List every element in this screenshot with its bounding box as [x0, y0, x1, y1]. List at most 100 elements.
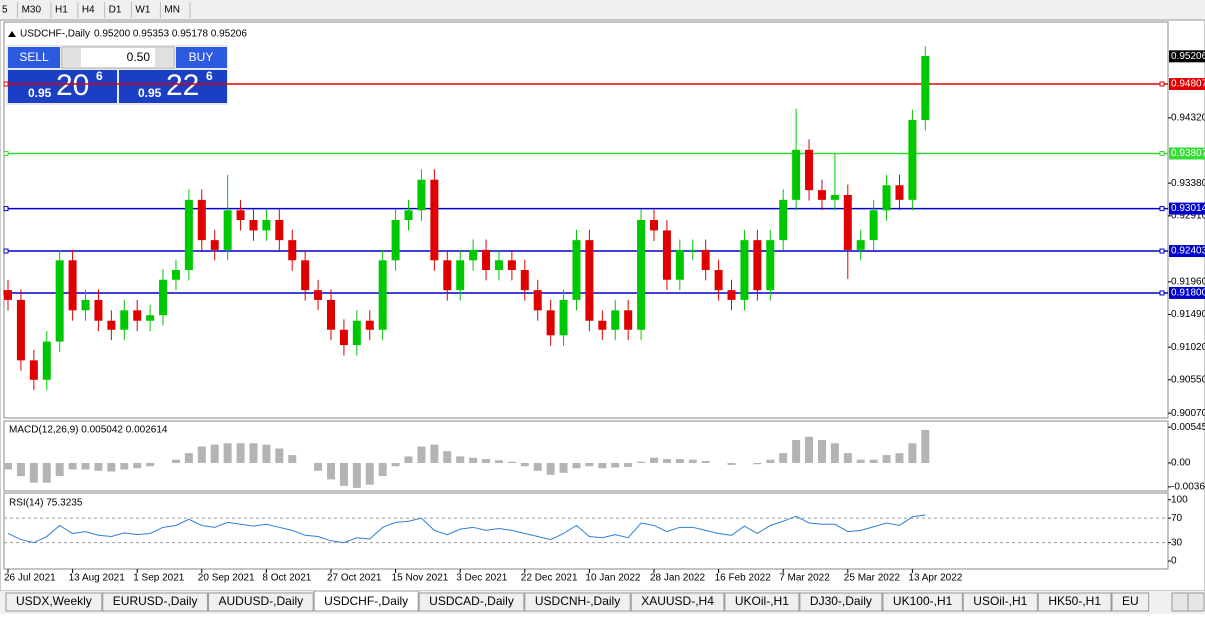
level-handle[interactable]: [3, 151, 9, 157]
chart-window: [0, 19, 1205, 592]
timeframe[interactable]: D1: [109, 5, 122, 16]
macd-bar: [650, 457, 658, 463]
tab-scroll[interactable]: [1187, 592, 1205, 612]
candle-body: [585, 240, 594, 321]
lot-up[interactable]: [155, 48, 173, 67]
candle-body: [753, 240, 762, 291]
macd-bar: [805, 436, 814, 463]
macd-bar: [391, 462, 400, 467]
macd-bar: [378, 462, 387, 477]
tab-label: DJ30-,Daily: [810, 594, 872, 608]
macd-bar: [908, 443, 917, 463]
level-handle[interactable]: [3, 248, 9, 254]
candle-body: [624, 310, 633, 330]
tab[interactable]: [102, 592, 208, 612]
tab[interactable]: [524, 592, 631, 612]
macd-bar: [68, 462, 77, 470]
y-tick-label: 0.91020: [1171, 342, 1205, 353]
candle-body: [159, 279, 168, 316]
level-handle[interactable]: [1159, 206, 1165, 212]
candle-body: [146, 315, 155, 321]
timeframe[interactable]: 5: [2, 5, 8, 16]
rsi-panel: [3, 492, 1169, 570]
x-tick-label: 13 Apr 2022: [908, 573, 962, 584]
tab[interactable]: [418, 592, 525, 612]
level-handle[interactable]: [1159, 290, 1165, 296]
level-handle[interactable]: [1159, 81, 1165, 87]
ask-box[interactable]: [119, 70, 227, 103]
macd-bar: [184, 453, 193, 463]
macd-bar: [559, 462, 568, 473]
candle-body: [650, 220, 658, 231]
macd-bar: [275, 448, 284, 463]
macd-bar: [869, 459, 878, 463]
x-tick-label: 27 Oct 2021: [327, 573, 382, 584]
macd-bar: [443, 451, 452, 463]
y-tick-label: 0.91960: [1171, 276, 1205, 287]
candle-body: [275, 220, 284, 241]
lot-down[interactable]: [63, 48, 81, 67]
timeframe[interactable]: MN: [164, 5, 180, 16]
macd-bar: [107, 462, 116, 472]
tab[interactable]: [207, 592, 314, 612]
tab-scroll[interactable]: [1171, 592, 1189, 612]
tab[interactable]: [5, 592, 103, 612]
candle-body: [314, 290, 323, 300]
timeframe[interactable]: H1: [55, 5, 68, 16]
level-handle[interactable]: [3, 206, 9, 212]
candle-body: [81, 299, 90, 311]
tab[interactable]: [1111, 592, 1150, 612]
macd-bar: [262, 444, 271, 463]
sell-button[interactable]: [8, 47, 60, 68]
candle-body: [120, 310, 129, 330]
tab[interactable]: [630, 592, 725, 612]
tab[interactable]: [962, 592, 1038, 612]
buy-button[interactable]: [176, 47, 227, 68]
bid-box[interactable]: [8, 70, 117, 103]
x-tick-label: 15 Nov 2021: [392, 573, 449, 584]
candle-body: [339, 329, 348, 346]
level-handle[interactable]: [1159, 248, 1165, 254]
macd-bar: [507, 461, 516, 463]
tab[interactable]: [799, 592, 883, 612]
candle-body: [766, 240, 775, 291]
macd-bar: [314, 462, 323, 471]
level-handle[interactable]: [1159, 151, 1165, 157]
tab[interactable]: [882, 592, 963, 612]
tab[interactable]: [1037, 592, 1112, 612]
level-label-bg: [1169, 286, 1205, 299]
macd-bar: [572, 462, 581, 469]
y-tick-label: 0.93380: [1171, 178, 1205, 189]
collapse-icon[interactable]: [8, 31, 16, 37]
rsi-line: [7, 514, 926, 544]
toolbar-bg: [0, 0, 1205, 20]
level-label: 0.91800: [1171, 288, 1205, 299]
macd-bar: [417, 446, 426, 463]
tab[interactable]: [313, 590, 419, 612]
tab[interactable]: [724, 592, 800, 612]
candle-body: [133, 310, 142, 321]
y-tick-label: 30: [1171, 537, 1183, 548]
timeframe[interactable]: H4: [82, 5, 95, 16]
candle-body: [546, 310, 555, 336]
macd-bar: [365, 462, 374, 485]
level-label-bg: [1169, 147, 1205, 160]
candle-body: [352, 320, 361, 346]
macd-bar: [430, 444, 439, 463]
macd-bar: [843, 453, 852, 463]
level-handle[interactable]: [3, 81, 9, 87]
lot-value: 0.50: [127, 50, 151, 64]
macd-bar: [197, 446, 206, 463]
lot-input[interactable]: [61, 46, 175, 69]
tab-label: USDCNH-,Daily: [535, 594, 620, 608]
candle-body: [4, 290, 12, 300]
macd-bar: [585, 462, 594, 467]
candle-body: [688, 249, 697, 251]
timeframe[interactable]: M30: [22, 5, 42, 16]
tab-label: USOil-,H1: [973, 594, 1027, 608]
candle-body: [184, 199, 193, 271]
timeframe[interactable]: W1: [135, 5, 150, 16]
candle-body: [94, 299, 103, 321]
